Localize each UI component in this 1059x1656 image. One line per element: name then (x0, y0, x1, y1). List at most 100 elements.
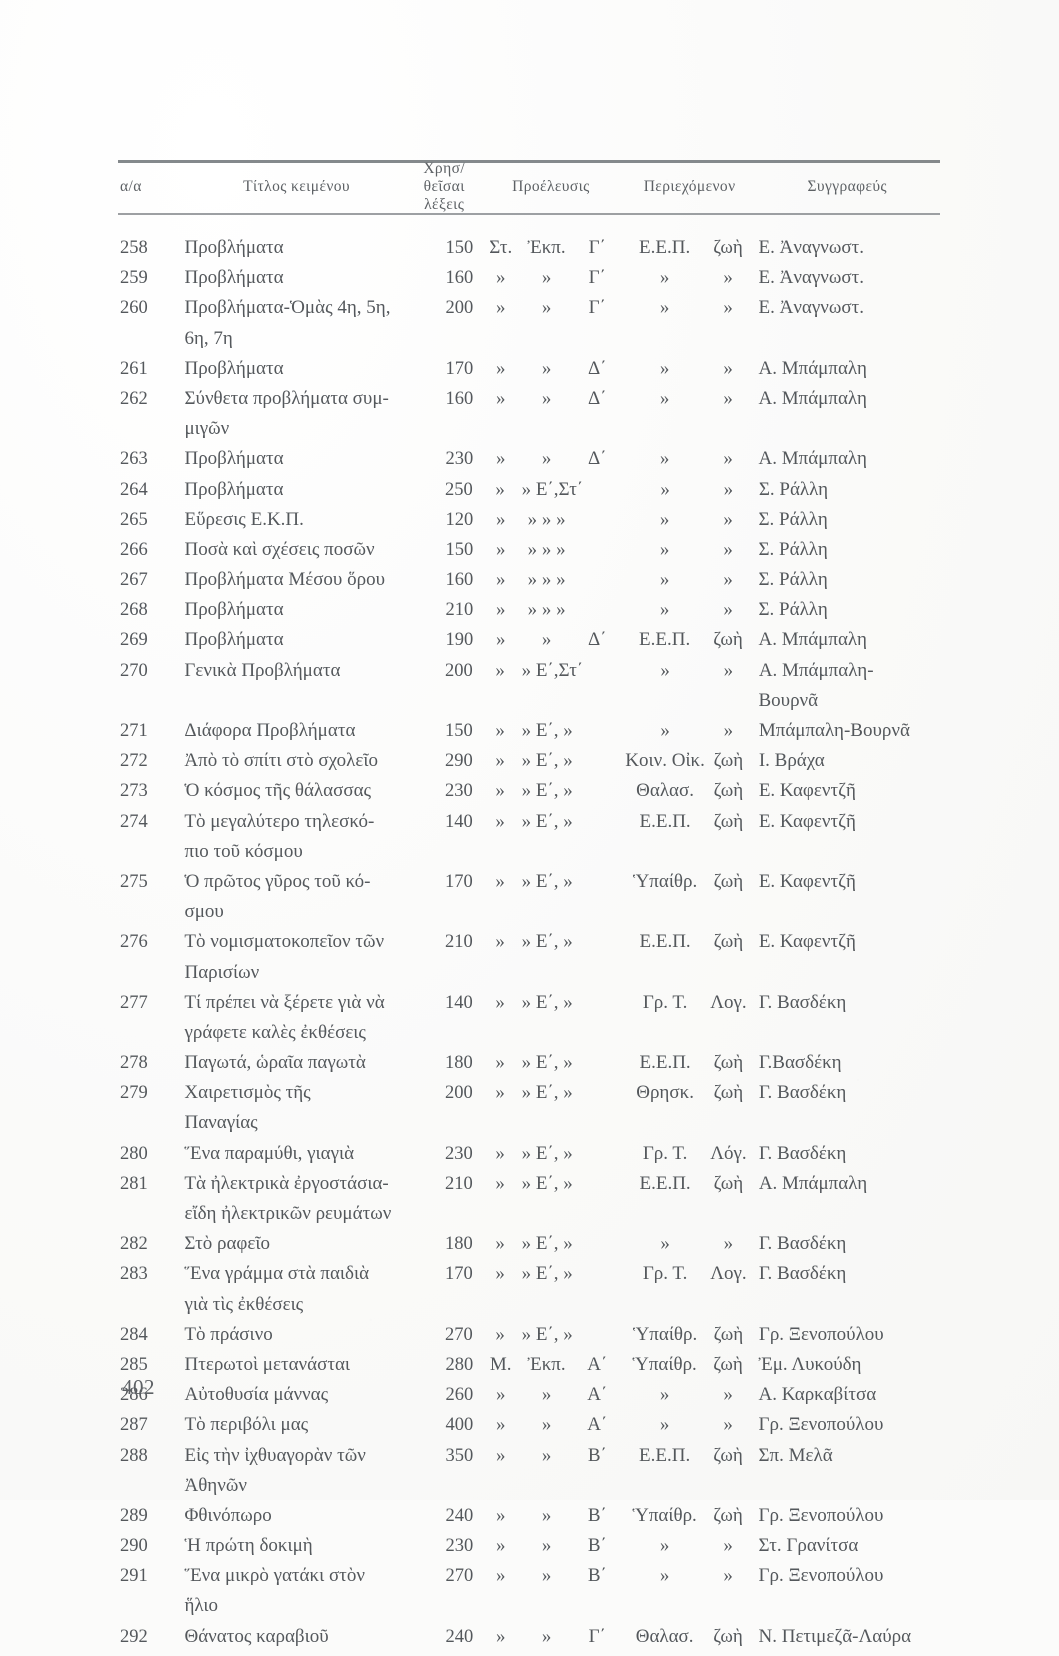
row-provenance-3: Β΄ (587, 1565, 607, 1587)
row-provenance-2: » (541, 267, 552, 289)
row-provenance-3: Δ΄ (588, 448, 607, 470)
row-author: Μπάμπαλη-Βουρνᾶ (758, 720, 910, 741)
row-content-1: » (659, 448, 670, 470)
row-title-line2: Παρισίων (184, 961, 260, 983)
row-word-count: 160 (445, 570, 474, 591)
row-author: Σ. Ράλλη (758, 569, 828, 591)
row-index: 269 (120, 630, 148, 651)
table-row: 266 Ποσὰ καὶ σχέσεις ποσῶν 150 » » » » » » Σ. Ρ… (118, 539, 940, 569)
row-title: Προβλήματα Μέσου ὅρου (184, 569, 385, 591)
row-title-line2: πιο τοῦ κόσμου (184, 840, 303, 862)
row-content-2: » (723, 720, 734, 741)
row-word-count: 150 (444, 721, 473, 741)
row-provenance-1: » (495, 448, 506, 470)
table-row-continuation: Παρισίων (118, 962, 940, 992)
row-provenance-2: » Ε΄, » (521, 870, 573, 892)
table-row: 288 Εἰς τὴν ἰχθυαγορὰν τῶν 350 » » Β΄ Ε.Ε.Π. ζω… (118, 1445, 940, 1475)
row-content-1: » (659, 599, 670, 621)
table-row-continuation: μιγῶν (118, 418, 940, 448)
row-content-2: » (723, 508, 733, 530)
row-provenance-1: » (495, 569, 506, 591)
row-provenance-2: » Ε΄, » (521, 1052, 573, 1074)
row-provenance-1: » (495, 1384, 506, 1406)
row-index: 271 (120, 721, 148, 741)
row-author: Γρ. Ξενοπούλου (758, 1565, 884, 1587)
row-title: Προβλήματα (184, 599, 284, 621)
row-index: 275 (120, 871, 148, 892)
row-index: 258 (120, 238, 148, 258)
row-content-2: » (723, 448, 733, 470)
row-content-2: ζωὴ (713, 1172, 744, 1194)
table-header-row: α/α Τίτλος κειμένου Χρησ/θεῖσαι λέξεις Π… (118, 160, 940, 214)
row-provenance-1: Μ. (489, 1353, 512, 1375)
row-author: Στ. Γρανίτσα (758, 1535, 859, 1557)
row-word-count: 270 (444, 1324, 473, 1345)
row-content-1: » (659, 1384, 670, 1406)
row-provenance-2: » (541, 1535, 552, 1557)
row-author: Α. Μπάμπαλη (758, 629, 867, 651)
table-row: 270 Γενικὰ Προβλήματα 200 » » Ε΄,Στ΄ » » Α. Μπά… (118, 660, 940, 690)
row-index: 280 (120, 1143, 148, 1164)
row-author: Σ. Ράλλη (758, 538, 828, 560)
table-row-continuation: πιο τοῦ κόσμου (118, 841, 940, 871)
row-provenance-2: Ἐκπ. (527, 1353, 566, 1375)
row-provenance-2: Ἐκπ. (527, 237, 566, 258)
row-provenance-1: » (495, 1052, 505, 1074)
row-index: 273 (120, 781, 148, 802)
row-author: Ἐμ. Λυκούδη (758, 1353, 862, 1375)
row-provenance-3: Γ΄ (588, 237, 606, 258)
table-row: 279 Χαιρετισμὸς τῆς 200 » » Ε΄, » Θρησκ. ζωὴ Γ.… (118, 1082, 940, 1112)
row-content-2: ζωὴ (713, 1444, 743, 1466)
row-content-1: Ὑπαίθρ. (632, 1504, 697, 1526)
table-row-continuation: εἴδη ἠλεκτρικῶν ρευμάτων (118, 1203, 940, 1233)
row-provenance-1: » (495, 387, 506, 409)
row-author: Ν. Πετιμεζᾶ-Λαύρα (758, 1625, 912, 1647)
row-word-count: 210 (444, 932, 473, 953)
row-title: Θάνατος καραβιοῦ (184, 1625, 329, 1647)
row-content-1: Ε.Ε.Π. (639, 1172, 691, 1194)
row-content-2: ζωὴ (713, 870, 744, 892)
row-provenance-1: » (495, 508, 506, 530)
row-provenance-2: » (541, 1384, 552, 1406)
table-row-continuation: Βουρνᾶ (118, 690, 940, 720)
row-author: Σ. Ράλλη (758, 508, 828, 530)
table-row: 259 Προβλήματα 160 » » Γ΄ » » Ε. Ἀναγνωστ. (118, 267, 940, 297)
table-row: 292 Θάνατος καραβιοῦ 240 » » Γ΄ Θαλασ. ζωὴ Ν. Πε… (118, 1626, 940, 1656)
row-provenance-2: » Ε΄, » (521, 720, 573, 741)
row-content-2: ζωὴ (713, 810, 744, 832)
row-word-count: 210 (445, 600, 474, 621)
row-title: Ἕνα μικρὸ γατάκι στὸν (184, 1565, 365, 1587)
row-author: Γρ. Ξενοπούλου (758, 1323, 884, 1345)
row-author: Α. Καρκαβίτσα (758, 1384, 877, 1406)
row-content-2: ζωὴ (713, 1353, 743, 1375)
table-row: 271 Διάφορα Προβλήματα 150 » » Ε΄, » » » Μπάμπα… (118, 720, 940, 750)
row-provenance-2: » Ε΄, » (521, 1082, 573, 1104)
header-index: α/α (120, 177, 142, 195)
row-index: 274 (120, 811, 148, 832)
table-row: 268 Προβλήματα 210 » » » » » » Σ. Ράλλη (118, 599, 940, 629)
row-title: Εὕρεσις Ε.Κ.Π. (184, 508, 304, 530)
row-word-count: 290 (444, 751, 473, 772)
row-provenance-2: » (541, 1625, 552, 1647)
table-row: 291 Ἕνα μικρὸ γατάκι στὸν 270 » » Β΄ » » Γρ. Ξεν… (118, 1565, 940, 1595)
row-word-count: 200 (444, 660, 473, 681)
row-title: Αὐτοθυσία μάννας (184, 1384, 329, 1406)
row-content-1: Γρ. Τ. (642, 1142, 688, 1164)
row-word-count: 170 (444, 1264, 473, 1285)
row-title: Προβλήματα-Ὁμὰς 4η, 5η, (184, 297, 391, 319)
row-word-count: 240 (445, 1626, 474, 1647)
row-provenance-1: » (495, 478, 505, 500)
row-title-line2: 6η, 7η (184, 327, 233, 349)
row-title-line2: ἥλιο (184, 1595, 219, 1617)
row-content-1: Ε.Ε.Π. (639, 629, 691, 651)
row-title: Ἕνα παραμύθι, γιαγιὰ (184, 1142, 355, 1164)
row-provenance-2: » Ε΄, » (521, 810, 573, 832)
row-content-1: Θαλασ. (636, 780, 695, 802)
row-content-2: » (723, 569, 733, 591)
table-row: 263 Προβλήματα 230 » » Δ΄ » » Α. Μπάμπαλη (118, 448, 940, 478)
row-author: Ε. Καφεντζῆ (758, 810, 856, 832)
row-title: Τὸ πράσινο (184, 1323, 273, 1345)
row-title: Ὁ κόσμος τῆς θάλασσας (184, 780, 372, 802)
row-word-count: 150 (445, 238, 474, 258)
